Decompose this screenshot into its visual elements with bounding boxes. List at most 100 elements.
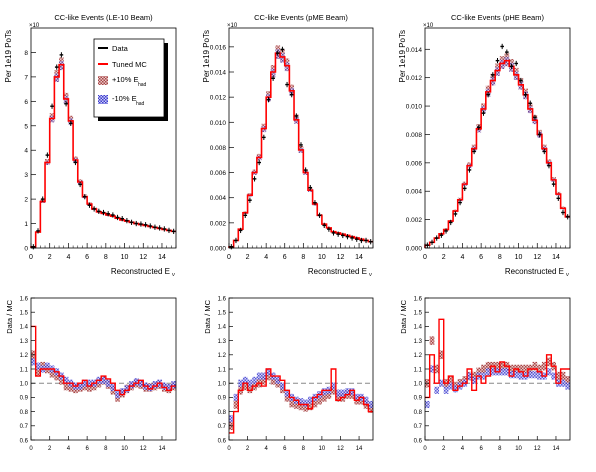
ratio-plus10-bar bbox=[532, 361, 538, 371]
x-tick-label: 8 bbox=[498, 254, 502, 261]
ratio-y-tick-label: 0.9 bbox=[414, 396, 423, 402]
ratio-plus10-bar bbox=[476, 367, 482, 377]
ratio-minus10-bar bbox=[354, 393, 360, 401]
x-tick-label: 2 bbox=[442, 254, 446, 261]
ratio-minus10-bar bbox=[124, 385, 130, 393]
ratio-plus10-bar bbox=[35, 367, 41, 377]
ratio-minus10-bar bbox=[471, 376, 477, 384]
x-tick-label: 6 bbox=[85, 254, 89, 261]
ratio-y-tick-label: 0.7 bbox=[20, 424, 29, 430]
x-tick-label: 6 bbox=[283, 254, 287, 261]
ratio-x-tick-label: 0 bbox=[29, 446, 33, 452]
chart-title: CC-like Events (pME Beam) bbox=[254, 13, 348, 22]
legend-plus10-swatch bbox=[98, 76, 108, 85]
x-tick-label: 0 bbox=[29, 254, 33, 261]
ratio-minus10-bar bbox=[443, 386, 449, 394]
ratio-y-tick-label: 1.6 bbox=[20, 296, 29, 302]
ratio-plus10-bar bbox=[429, 336, 435, 345]
ratio-minus10-bar bbox=[115, 391, 120, 399]
ratio-minus10-bar bbox=[504, 368, 510, 376]
x-tick-label: 2 bbox=[246, 254, 250, 261]
ratio-y-tick-label: 0.7 bbox=[414, 424, 423, 430]
ratio-minus10-bar bbox=[242, 376, 248, 384]
y-tick-label: 0.006 bbox=[210, 170, 227, 177]
legend-minus10-swatch bbox=[98, 95, 108, 104]
ratio-minus10-bar bbox=[349, 388, 355, 396]
ratio-plus10-bar bbox=[242, 381, 248, 391]
legend-mc-label: Tuned MC bbox=[112, 60, 147, 69]
ratio-minus10-bar bbox=[166, 383, 172, 392]
y-tick-label: 0.004 bbox=[210, 195, 227, 202]
ratio-plus10-bar bbox=[495, 361, 500, 371]
ratio-minus10-bar bbox=[133, 378, 139, 386]
ratio-x-tick-label: 0 bbox=[423, 446, 427, 452]
ratio-minus10-bar bbox=[252, 376, 257, 384]
ratio-minus10-bar bbox=[129, 381, 134, 389]
y-tick-label: 4 bbox=[24, 148, 28, 155]
y-tick-label: 0.002 bbox=[406, 217, 423, 224]
ratio-y-tick-label: 1.0 bbox=[20, 382, 29, 388]
ratio-minus10-bar bbox=[152, 381, 158, 389]
y-tick-label: 0.008 bbox=[210, 145, 227, 152]
ratio-y-tick-label: 1.1 bbox=[20, 367, 29, 373]
ratio-y-tick-label: 1.1 bbox=[414, 367, 423, 373]
x-tick-label: 8 bbox=[301, 254, 305, 261]
band-mask bbox=[229, 58, 373, 248]
ratio-y-tick-label: 0.6 bbox=[20, 438, 29, 444]
ratio-y-tick-label: 0.6 bbox=[218, 438, 227, 444]
ratio-x-tick-label: 6 bbox=[479, 446, 483, 452]
ratio-x-tick-label: 10 bbox=[121, 446, 128, 452]
ratio-y-tick-label: 0.9 bbox=[218, 396, 227, 402]
ratio-minus10-bar bbox=[490, 368, 496, 376]
ratio-plus10-bar bbox=[307, 401, 313, 411]
x-axis-label: Reconstructed E bbox=[111, 267, 170, 276]
ratio-minus10-bar bbox=[229, 415, 234, 423]
ratio-minus10-bar bbox=[340, 389, 346, 397]
ratio-plus10-bar bbox=[560, 371, 566, 381]
ratio-x-tick-label: 12 bbox=[337, 446, 344, 452]
ratio-plus10-bar bbox=[317, 395, 322, 405]
ratio-minus10-bar bbox=[105, 379, 111, 387]
y-tick-label: 0.002 bbox=[210, 220, 227, 227]
x-tick-label: 12 bbox=[337, 254, 345, 261]
ratio-minus10-bar bbox=[331, 382, 336, 390]
ratio-minus10-bar bbox=[284, 389, 290, 397]
ratio-x-tick-label: 10 bbox=[319, 446, 326, 452]
y-tick-label: 1 bbox=[24, 221, 28, 228]
plot-frame bbox=[30, 27, 177, 249]
ratio-minus10-bar bbox=[513, 371, 519, 379]
ratio-x-tick-label: 14 bbox=[553, 446, 560, 452]
ratio-plus10-bar bbox=[266, 371, 271, 381]
y-tick-label: 0.014 bbox=[406, 47, 423, 54]
ratio-x-tick-label: 0 bbox=[227, 446, 231, 452]
x-tick-label: 12 bbox=[533, 254, 541, 261]
ratio-minus10-bar bbox=[138, 379, 144, 387]
ratio-minus10-bar bbox=[303, 399, 308, 407]
ratio-y-tick-label: 1.3 bbox=[414, 339, 423, 345]
ratio-x-tick-label: 6 bbox=[283, 446, 287, 452]
ratio-minus10-bar bbox=[45, 362, 50, 370]
ratio-x-tick-label: 2 bbox=[246, 446, 250, 452]
ratio-frame bbox=[228, 297, 374, 441]
legend-minus10-sub: had bbox=[136, 101, 145, 107]
y-tick-label: 0.016 bbox=[210, 44, 227, 51]
x-tick-label: 10 bbox=[515, 254, 523, 261]
legend-plus10-sub: had bbox=[138, 82, 147, 88]
ratio-minus10-bar bbox=[429, 365, 435, 373]
ratio-plus10-bar bbox=[261, 376, 267, 385]
ratio-y-tick-label: 1.5 bbox=[218, 311, 227, 317]
x-tick-label: 0 bbox=[423, 254, 427, 261]
ratio-y-tick-label: 1.4 bbox=[414, 325, 423, 331]
y-tick-label: 8 bbox=[24, 50, 28, 57]
ratio-plus10-bar bbox=[54, 371, 60, 381]
y-exponent: ×10 bbox=[423, 23, 434, 29]
ratio-minus10-bar bbox=[298, 398, 304, 406]
ratio-y-tick-label: 0.8 bbox=[414, 410, 423, 416]
ratio-minus10-bar bbox=[546, 368, 552, 376]
ratio-plus10-bar bbox=[270, 376, 276, 385]
ratio-minus10-bar bbox=[335, 389, 341, 397]
x-tick-label: 14 bbox=[355, 254, 363, 261]
ratio-plus10-bar bbox=[499, 361, 505, 371]
